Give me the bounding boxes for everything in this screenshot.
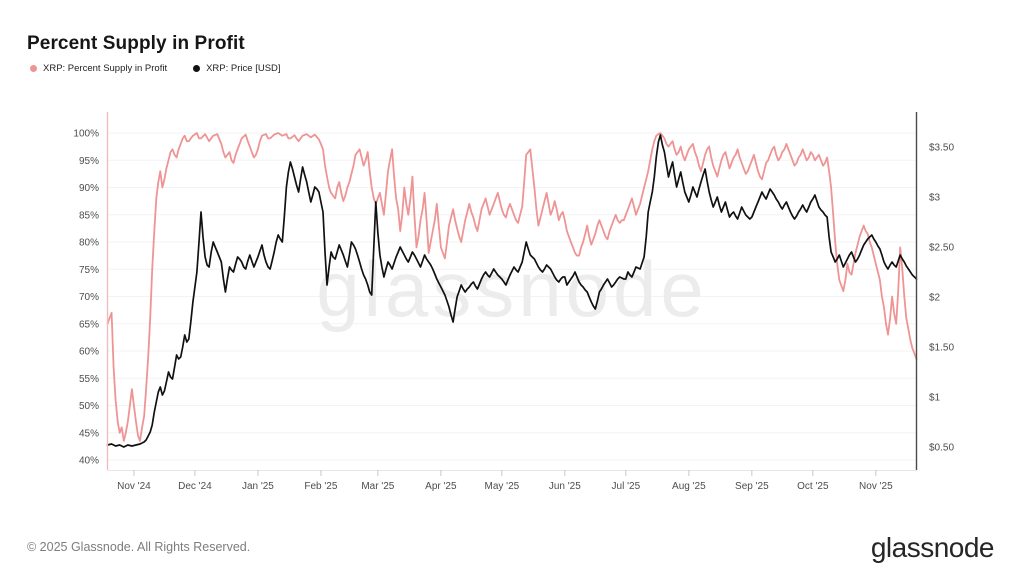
legend: XRP: Percent Supply in Profit XRP: Price…	[30, 63, 281, 74]
left-axis-tick-label: 65%	[79, 319, 99, 330]
left-axis-tick-label: 40%	[79, 456, 99, 467]
price-line	[106, 134, 918, 448]
right-axis-tick-label: $2.50	[929, 243, 954, 254]
left-axis-tick-label: 95%	[79, 156, 99, 167]
right-axis-tick-label: $3	[929, 193, 941, 204]
left-axis-tick-label: 60%	[79, 347, 99, 358]
left-axis-tick-label: 100%	[73, 129, 99, 140]
legend-label-price: XRP: Price [USD]	[206, 63, 281, 74]
left-axis-tick-label: 85%	[79, 210, 99, 221]
left-axis-tick-label: 70%	[79, 292, 99, 303]
axis-labels: 100% 95% 90% 85% 80% 75% 70% 65% 60% 55% 50% 45% 40%…	[73, 129, 954, 493]
left-axis-tick-label: 45%	[79, 428, 99, 439]
left-axis-tick-label: 50%	[79, 401, 99, 412]
left-axis-tick-label: 75%	[79, 265, 99, 276]
x-axis-tick-label: Nov '25	[859, 481, 893, 492]
legend-item-price[interactable]: XRP: Price [USD]	[193, 63, 281, 74]
x-axis-tick-label: Feb '25	[304, 481, 337, 492]
x-axis-tick-label: Sep '25	[735, 481, 769, 492]
x-axis-tick-label: Aug '25	[672, 481, 706, 492]
x-axis-tick-label: Oct '25	[797, 481, 829, 492]
x-axis-tick-label: Mar '25	[361, 481, 394, 492]
x-axis-tick-label: Nov '24	[117, 481, 151, 492]
right-axis-tick-label: $0.50	[929, 443, 954, 454]
percent-supply-line	[106, 132, 918, 442]
legend-dot-percent-supply-icon	[30, 65, 37, 72]
right-axis-tick-label: $1	[929, 393, 941, 404]
x-axis-tick-label: Jun '25	[549, 481, 581, 492]
chart-svg[interactable]: glassnode 100% 95% 90% 85% 80% 75% 70% 65% 60% 55%…	[0, 0, 1024, 510]
axes	[106, 112, 918, 476]
legend-label-percent-supply: XRP: Percent Supply in Profit	[43, 63, 168, 74]
glassnode-logo: glassnode	[870, 532, 995, 563]
x-axis-tick-label: Dec '24	[178, 481, 212, 492]
glassnode-watermark: glassnode	[316, 245, 708, 333]
x-axis-tick-label: Apr '25	[425, 481, 457, 492]
legend-item-percent-supply[interactable]: XRP: Percent Supply in Profit	[30, 63, 167, 74]
left-axis-tick-label: 90%	[79, 183, 99, 194]
x-axis-tick-label: Jan '25	[242, 481, 274, 492]
left-axis-tick-label: 55%	[79, 374, 99, 385]
gridlines	[107, 132, 917, 461]
right-axis-tick-label: $3.50	[929, 143, 954, 154]
right-axis-tick-label: $1.50	[929, 343, 954, 354]
page-title: Percent Supply in Profit	[27, 32, 245, 54]
x-axis-tick-label: May '25	[484, 481, 519, 492]
x-axis-tick-label: Jul '25	[612, 481, 641, 492]
copyright-text: © 2025 Glassnode. All Rights Reserved.	[27, 540, 251, 554]
legend-dot-price-icon	[193, 65, 201, 72]
left-axis-tick-label: 80%	[79, 238, 99, 249]
right-axis-tick-label: $2	[929, 293, 941, 304]
